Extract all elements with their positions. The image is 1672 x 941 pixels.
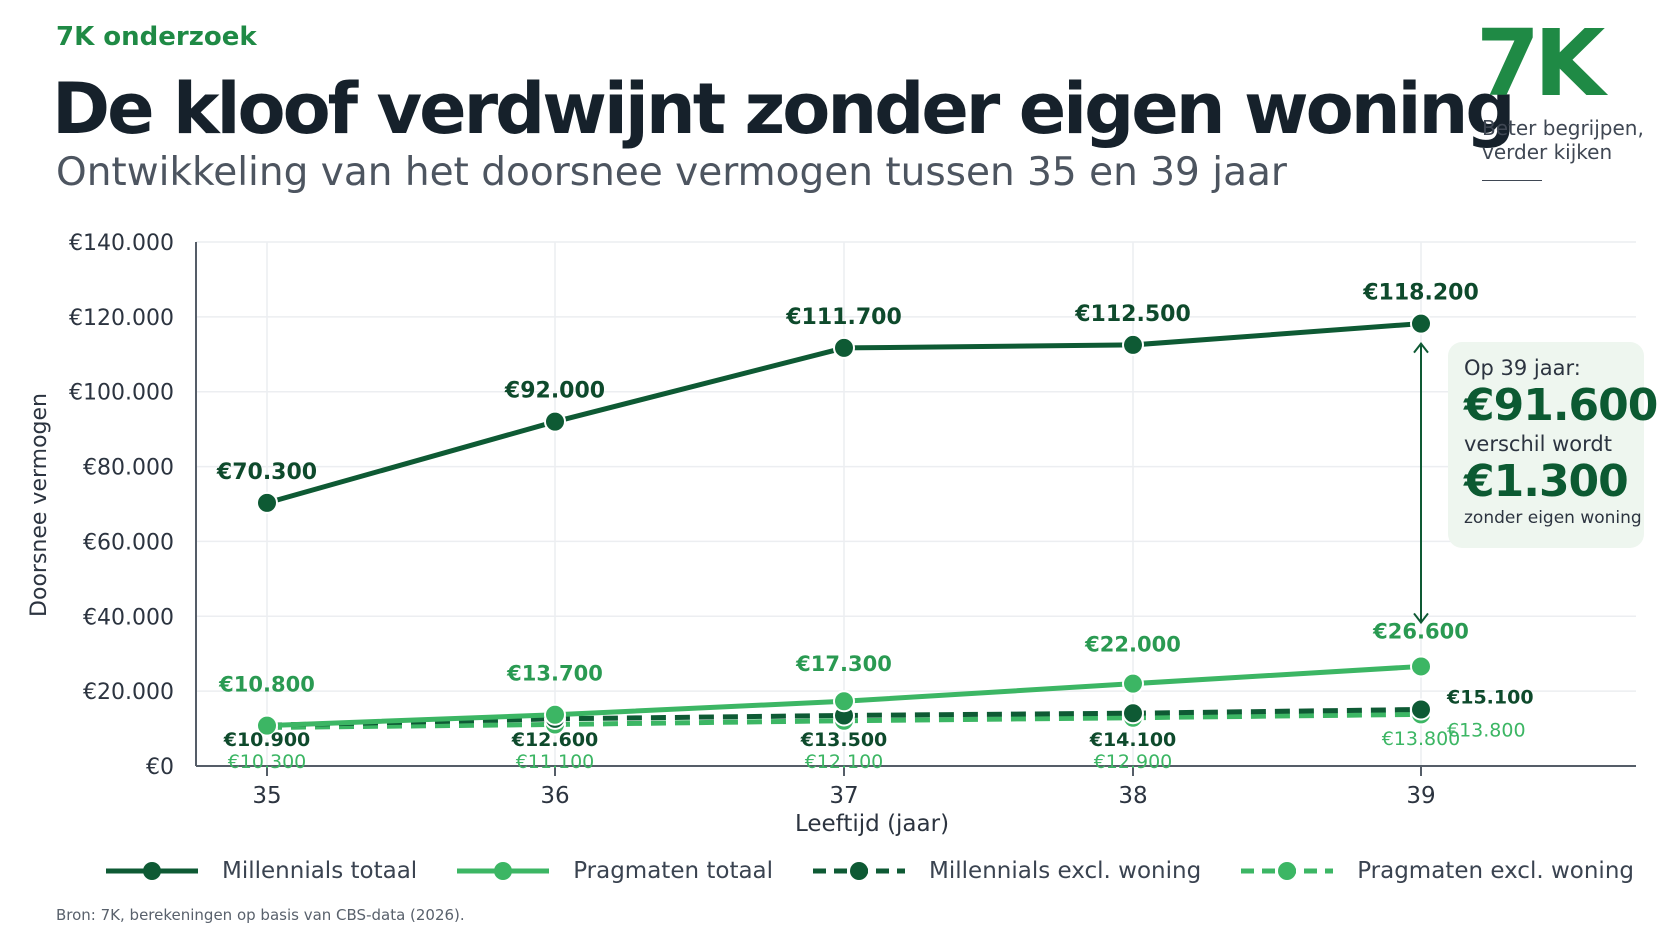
data-label: €13.800 xyxy=(1382,728,1461,750)
legend-swatch-millennials-excl xyxy=(813,862,906,880)
gap-callout: Op 39 jaar: €91.600 verschil wordt €1.30… xyxy=(1448,342,1658,548)
data-point xyxy=(544,410,566,433)
legend-label: Pragmaten excl. woning xyxy=(1357,858,1634,884)
y-tick-label: €140.000 xyxy=(69,231,174,256)
data-label: €10.800 xyxy=(218,673,315,697)
x-tick-label: 35 xyxy=(252,783,281,809)
data-label: €15.100 xyxy=(1446,686,1534,708)
legend-swatch-pragmaten-excl xyxy=(1241,862,1334,880)
callout-gap-excl-home: €1.300 xyxy=(1464,456,1629,507)
page-title: De kloof verdwijnt zonder eigen woning xyxy=(52,68,1515,150)
report-kicker: 7K onderzoek xyxy=(56,22,257,52)
y-tick-label: €60.000 xyxy=(83,530,174,555)
data-label: €17.300 xyxy=(795,652,892,676)
y-tick-label: €80.000 xyxy=(83,456,174,481)
legend-item-pragmaten-excl: Pragmaten excl. woning xyxy=(1239,858,1634,884)
y-tick-label: €20.000 xyxy=(83,680,174,705)
callout-gap-total: €91.600 xyxy=(1464,380,1658,431)
data-point xyxy=(1410,312,1432,335)
data-label: €13.500 xyxy=(800,729,888,751)
legend-item-millennials-total: Millennials totaal xyxy=(104,858,417,884)
data-label: €13.700 xyxy=(506,662,603,686)
gap-arrow-head-down xyxy=(1413,612,1429,625)
data-label: €112.500 xyxy=(1074,302,1191,327)
legend-item-millennials-excl: Millennials excl. woning xyxy=(811,858,1201,884)
data-point xyxy=(833,336,855,359)
y-tick-label: €120.000 xyxy=(69,306,174,331)
y-tick-label: €100.000 xyxy=(69,381,174,406)
legend-swatch-pragmaten-total xyxy=(457,862,550,880)
data-label: €12.900 xyxy=(1094,751,1173,773)
brand-logo: 7K xyxy=(1476,10,1605,117)
data-label: €11.100 xyxy=(516,751,595,773)
legend-swatch-millennials-total xyxy=(106,862,198,880)
data-point xyxy=(256,491,278,514)
data-label: €12.100 xyxy=(805,751,884,773)
data-point xyxy=(1410,698,1432,721)
data-label: €10.300 xyxy=(228,751,307,773)
data-label: €70.300 xyxy=(216,460,317,485)
x-tick-label: 39 xyxy=(1406,783,1435,809)
y-tick-label: €40.000 xyxy=(83,605,174,630)
legend-item-pragmaten-total: Pragmaten totaal xyxy=(455,858,773,884)
gap-arrow-head-up xyxy=(1413,341,1429,354)
data-label: €10.900 xyxy=(223,729,311,751)
data-label: €118.200 xyxy=(1362,281,1479,306)
y-axis-title: Doorsnee vermogen xyxy=(27,393,52,617)
page-subtitle: Ontwikkeling van het doorsnee vermogen t… xyxy=(56,150,1287,195)
data-point xyxy=(256,714,278,737)
legend-label: Pragmaten totaal xyxy=(573,858,774,884)
data-label: €26.600 xyxy=(1372,619,1469,643)
data-point xyxy=(1122,702,1144,725)
callout-middle: verschil wordt xyxy=(1464,432,1612,456)
x-tick-label: 37 xyxy=(829,783,858,809)
data-point xyxy=(544,703,566,726)
legend-label: Millennials totaal xyxy=(222,858,418,884)
data-point xyxy=(1122,333,1144,356)
callout-intro: Op 39 jaar: xyxy=(1464,356,1581,380)
x-tick-label: 36 xyxy=(540,783,569,809)
chart-legend: Millennials totaal Pragmaten totaal Mill… xyxy=(104,854,1672,888)
data-label: €22.000 xyxy=(1084,633,1181,657)
x-tick-label: 38 xyxy=(1118,783,1147,809)
data-point xyxy=(833,690,855,713)
data-point xyxy=(1122,672,1144,695)
data-label: €12.600 xyxy=(511,729,599,751)
callout-outro: zonder eigen woning xyxy=(1464,508,1642,528)
x-axis-title: Leeftijd (jaar) xyxy=(795,811,949,837)
y-tick-label: €0 xyxy=(146,755,174,780)
data-label: €14.100 xyxy=(1089,729,1177,751)
tagline-divider xyxy=(1482,180,1542,181)
brand-tagline: Beter begrijpen, verder kijken xyxy=(1482,116,1644,164)
data-label: €111.700 xyxy=(785,305,902,330)
data-point xyxy=(1410,655,1432,678)
data-label: €13.800 xyxy=(1447,719,1526,741)
data-label: €92.000 xyxy=(504,379,605,404)
legend-label: Millennials excl. woning xyxy=(929,858,1202,884)
source-note: Bron: 7K, berekeningen op basis van CBS-… xyxy=(56,906,465,924)
